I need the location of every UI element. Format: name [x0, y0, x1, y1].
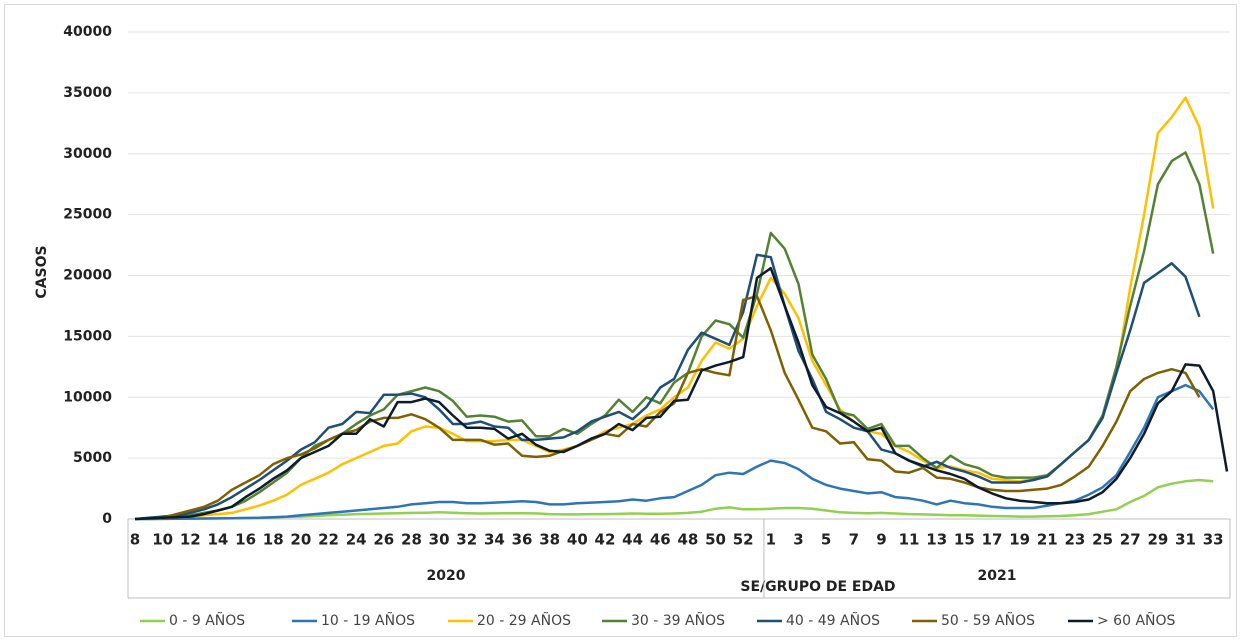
x-tick-label: 1	[766, 531, 776, 549]
x-tick-label: 36	[512, 531, 533, 549]
y-tick-label: 25000	[63, 207, 112, 223]
series-line	[135, 383, 1215, 521]
legend-label: 40 - 49 AÑOS	[786, 612, 880, 629]
x-tick-label: 17	[982, 531, 1003, 549]
y-tick-label: 20000	[63, 268, 112, 284]
legend-label: > 60 AÑOS	[1097, 612, 1176, 629]
legend-label: 50 - 59 AÑOS	[941, 612, 1035, 629]
x-tick-label: 7	[849, 531, 859, 549]
y-tick-label: 0	[102, 511, 112, 527]
group-label: 2020	[426, 568, 465, 584]
y-tick-label: 5000	[73, 450, 112, 466]
x-tick-label: 9	[876, 531, 886, 549]
series-line	[134, 151, 1215, 521]
x-tick-label: 8	[130, 531, 140, 549]
x-tick-label: 19	[1009, 531, 1030, 549]
x-tick-label: 27	[1120, 531, 1141, 549]
x-tick-label: 18	[263, 531, 284, 549]
y-axis-title: CASOS	[34, 245, 50, 298]
x-tick-label: 22	[318, 531, 339, 549]
x-tick-label: 40	[567, 531, 588, 549]
x-tick-label: 42	[595, 531, 616, 549]
x-tick-label: 16	[235, 531, 256, 549]
legend-label: 0 - 9 AÑOS	[169, 612, 245, 629]
y-tick-label: 40000	[63, 24, 112, 40]
y-tick-label: 10000	[63, 389, 112, 405]
x-tick-label: 23	[1065, 531, 1086, 549]
x-tick-label: 14	[207, 531, 228, 549]
x-tick-label: 5	[821, 531, 831, 549]
x-tick-label: 32	[456, 531, 477, 549]
x-tick-label: 21	[1037, 531, 1058, 549]
legend-label: 10 - 19 AÑOS	[321, 612, 415, 629]
y-tick-label: 30000	[63, 146, 112, 162]
series-line	[134, 253, 1201, 521]
x-tick-label: 20	[290, 531, 311, 549]
y-tick-label: 35000	[63, 85, 112, 101]
x-tick-label: 10	[152, 531, 173, 549]
x-tick-label: 24	[346, 531, 367, 549]
x-tick-label: 48	[677, 531, 698, 549]
x-tick-label: 52	[733, 531, 754, 549]
x-tick-label: 31	[1175, 531, 1196, 549]
x-tick-label: 46	[650, 531, 671, 549]
series-line	[134, 266, 1229, 521]
x-tick-label: 50	[705, 531, 726, 549]
x-tick-label: 15	[954, 531, 975, 549]
x-tick-label: 3	[793, 531, 803, 549]
x-tick-label: 25	[1092, 531, 1113, 549]
x-tick-label: 30	[429, 531, 450, 549]
x-tick-label: 29	[1147, 531, 1168, 549]
x-tick-label: 44	[622, 531, 643, 549]
x-axis-title: SE/GRUPO DE EDAD	[740, 579, 895, 595]
chart-border	[4, 4, 1237, 637]
legend-label: 20 - 29 AÑOS	[477, 612, 571, 629]
x-tick-label: 33	[1203, 531, 1224, 549]
x-tick-label: 26	[373, 531, 394, 549]
y-tick-label: 15000	[63, 328, 112, 344]
x-tick-label: 13	[926, 531, 947, 549]
x-tick-label: 38	[539, 531, 560, 549]
series-line	[135, 478, 1214, 521]
x-tick-label: 28	[401, 531, 422, 549]
x-tick-label: 12	[180, 531, 201, 549]
x-tick-label: 11	[899, 531, 920, 549]
group-label: 2021	[977, 568, 1016, 584]
x-tick-label: 34	[484, 531, 505, 549]
legend-label: 30 - 39 AÑOS	[631, 612, 725, 629]
